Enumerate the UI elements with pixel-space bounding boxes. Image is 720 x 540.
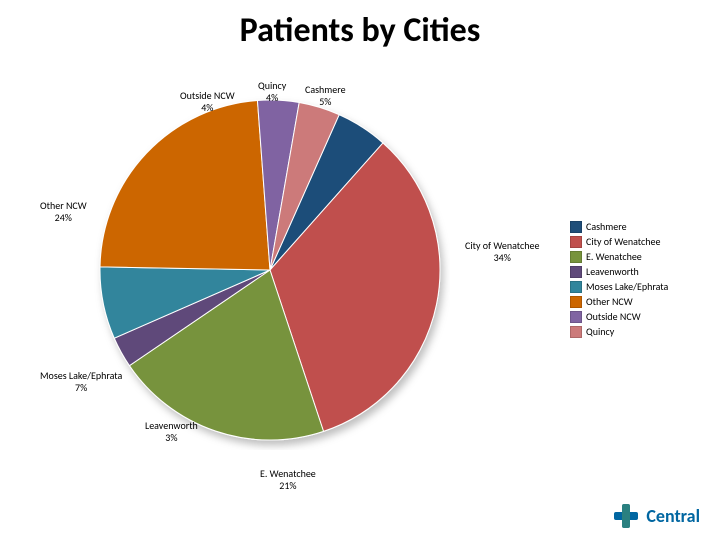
legend-item: Moses Lake/Ephrata xyxy=(570,280,668,293)
legend-item: Outside NCW xyxy=(570,310,668,323)
callout-leavenworth: Leavenworth 3% xyxy=(145,420,198,443)
callout-label: Other NCW xyxy=(40,200,87,212)
callout-quincy: Quincy 4% xyxy=(258,80,286,103)
legend-item: Other NCW xyxy=(570,295,668,308)
callout-otherncw: Other NCW 24% xyxy=(40,200,87,223)
legend-label: Quincy xyxy=(586,325,614,338)
legend-label: Leavenworth xyxy=(586,265,639,278)
legend-swatch xyxy=(570,281,582,293)
legend-swatch xyxy=(570,266,582,278)
legend-item: E. Wenatchee xyxy=(570,250,668,263)
legend-swatch xyxy=(570,311,582,323)
callout-label: Moses Lake/Ephrata xyxy=(40,370,122,382)
pie-svg xyxy=(90,90,450,450)
callout-pct: 34% xyxy=(465,252,539,264)
callout-moseslake: Moses Lake/Ephrata 7% xyxy=(40,370,122,393)
callout-ewenatchee: E. Wenatchee 21% xyxy=(260,468,316,491)
legend-label: Other NCW xyxy=(586,295,633,308)
callout-label: Leavenworth xyxy=(145,420,198,432)
legend-swatch xyxy=(570,221,582,233)
callout-label: City of Wenatchee xyxy=(465,240,539,252)
plus-icon xyxy=(612,502,640,530)
callout-label: Quincy xyxy=(258,80,286,92)
callout-outsidencw: Outside NCW 4% xyxy=(180,90,235,113)
brand-text: Central xyxy=(646,505,700,527)
legend-swatch xyxy=(570,236,582,248)
callout-label: Cashmere xyxy=(305,84,346,96)
callout-label: Outside NCW xyxy=(180,90,235,102)
legend-label: E. Wenatchee xyxy=(586,250,642,263)
callout-pct: 21% xyxy=(260,480,316,492)
legend-label: Moses Lake/Ephrata xyxy=(586,280,668,293)
callout-pct: 4% xyxy=(180,102,235,114)
legend-item: Leavenworth xyxy=(570,265,668,278)
callout-pct: 3% xyxy=(145,432,198,444)
callout-cashmere: Cashmere 5% xyxy=(305,84,346,107)
legend-item: Quincy xyxy=(570,325,668,338)
legend-label: Outside NCW xyxy=(586,310,641,323)
page-title: Patients by Cities xyxy=(0,10,720,51)
callout-wenatchee: City of Wenatchee 34% xyxy=(465,240,539,263)
callout-pct: 24% xyxy=(40,212,87,224)
callout-pct: 5% xyxy=(305,96,346,108)
pie-chart xyxy=(90,90,450,450)
legend-label: City of Wenatchee xyxy=(586,235,660,248)
legend-item: City of Wenatchee xyxy=(570,235,668,248)
legend-swatch xyxy=(570,326,582,338)
legend-swatch xyxy=(570,296,582,308)
legend-swatch xyxy=(570,251,582,263)
legend-item: Cashmere xyxy=(570,220,668,233)
callout-pct: 7% xyxy=(40,382,122,394)
legend-label: Cashmere xyxy=(586,220,627,233)
legend: Cashmere City of Wenatchee E. Wenatchee … xyxy=(570,220,668,340)
brand-logo: Central xyxy=(612,502,700,530)
callout-label: E. Wenatchee xyxy=(260,468,316,480)
callout-pct: 4% xyxy=(258,92,286,104)
pie-slice-otherncw xyxy=(100,100,270,270)
